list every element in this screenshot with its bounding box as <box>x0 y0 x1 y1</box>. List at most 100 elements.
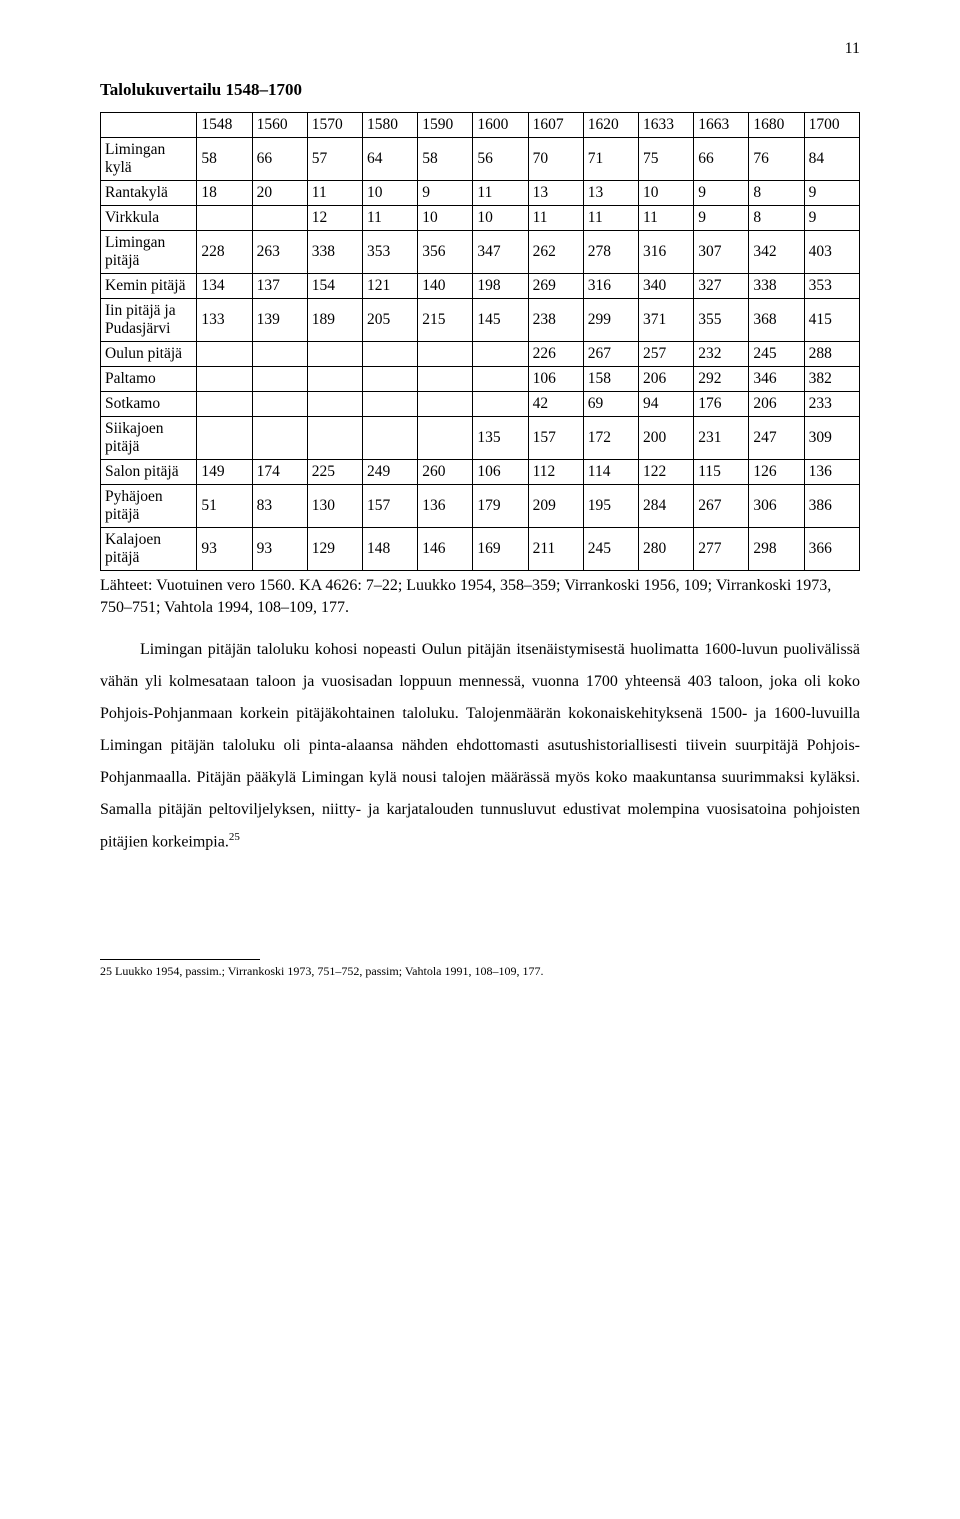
cell: 13 <box>528 181 583 206</box>
table-row: Siikajoen pitäjä135157172200231247309 <box>101 417 860 460</box>
cell: 200 <box>639 417 694 460</box>
cell: 93 <box>252 528 307 571</box>
cell: 56 <box>473 138 528 181</box>
cell: 198 <box>473 274 528 299</box>
cell: 353 <box>362 231 417 274</box>
cell <box>473 367 528 392</box>
cell: 262 <box>528 231 583 274</box>
cell: 157 <box>528 417 583 460</box>
cell: 10 <box>639 181 694 206</box>
cell: 8 <box>749 181 804 206</box>
cell: 51 <box>197 485 252 528</box>
cell <box>252 392 307 417</box>
cell: 10 <box>473 206 528 231</box>
col-header: 1560 <box>252 113 307 138</box>
row-label: Limingan kylä <box>101 138 197 181</box>
cell: 58 <box>418 138 473 181</box>
paragraph-text: Limingan pitäjän taloluku kohosi nopeast… <box>100 641 860 850</box>
cell: 11 <box>362 206 417 231</box>
cell: 42 <box>528 392 583 417</box>
cell: 232 <box>694 342 749 367</box>
cell: 225 <box>307 460 362 485</box>
cell: 356 <box>418 231 473 274</box>
col-header: 1600 <box>473 113 528 138</box>
col-header: 1633 <box>639 113 694 138</box>
footnote-separator <box>100 959 260 960</box>
cell: 382 <box>804 367 859 392</box>
cell <box>362 392 417 417</box>
table-row: Limingan pitäjä2282633383533563472622783… <box>101 231 860 274</box>
cell: 136 <box>418 485 473 528</box>
cell <box>197 392 252 417</box>
cell: 267 <box>583 342 638 367</box>
cell: 93 <box>197 528 252 571</box>
cell: 206 <box>749 392 804 417</box>
cell: 157 <box>362 485 417 528</box>
cell: 306 <box>749 485 804 528</box>
cell: 9 <box>694 206 749 231</box>
cell: 9 <box>804 181 859 206</box>
cell: 154 <box>307 274 362 299</box>
cell: 228 <box>197 231 252 274</box>
cell: 247 <box>749 417 804 460</box>
cell <box>473 342 528 367</box>
row-label: Kalajoen pitäjä <box>101 528 197 571</box>
cell: 346 <box>749 367 804 392</box>
cell <box>252 342 307 367</box>
cell: 215 <box>418 299 473 342</box>
cell: 11 <box>528 206 583 231</box>
cell: 112 <box>528 460 583 485</box>
cell: 307 <box>694 231 749 274</box>
cell: 338 <box>307 231 362 274</box>
cell: 299 <box>583 299 638 342</box>
row-label: Paltamo <box>101 367 197 392</box>
cell: 66 <box>694 138 749 181</box>
row-label: Kemin pitäjä <box>101 274 197 299</box>
row-label: Virkkula <box>101 206 197 231</box>
cell: 174 <box>252 460 307 485</box>
cell <box>252 206 307 231</box>
cell: 277 <box>694 528 749 571</box>
cell: 205 <box>362 299 417 342</box>
col-header: 1570 <box>307 113 362 138</box>
cell: 126 <box>749 460 804 485</box>
cell: 10 <box>362 181 417 206</box>
cell: 338 <box>749 274 804 299</box>
cell: 137 <box>252 274 307 299</box>
cell <box>418 367 473 392</box>
cell: 284 <box>639 485 694 528</box>
table-body: Limingan kylä586657645856707175667684Ran… <box>101 138 860 571</box>
cell: 69 <box>583 392 638 417</box>
cell: 75 <box>639 138 694 181</box>
cell: 12 <box>307 206 362 231</box>
row-label: Siikajoen pitäjä <box>101 417 197 460</box>
cell: 84 <box>804 138 859 181</box>
cell: 415 <box>804 299 859 342</box>
cell: 368 <box>749 299 804 342</box>
cell: 366 <box>804 528 859 571</box>
body-text: Limingan pitäjän taloluku kohosi nopeast… <box>100 634 860 858</box>
cell: 278 <box>583 231 638 274</box>
cell: 260 <box>418 460 473 485</box>
footnote: 25 Luukko 1954, passim.; Virrankoski 197… <box>100 964 860 980</box>
cell: 70 <box>528 138 583 181</box>
cell <box>252 367 307 392</box>
cell: 11 <box>583 206 638 231</box>
cell: 11 <box>473 181 528 206</box>
cell: 231 <box>694 417 749 460</box>
cell <box>197 206 252 231</box>
cell: 176 <box>694 392 749 417</box>
cell: 353 <box>804 274 859 299</box>
col-header: 1590 <box>418 113 473 138</box>
cell: 148 <box>362 528 417 571</box>
table-row: Iin pitäjä ja Pudasjärvi1331391892052151… <box>101 299 860 342</box>
cell: 146 <box>418 528 473 571</box>
cell: 94 <box>639 392 694 417</box>
table-row: Rantakylä18201110911131310989 <box>101 181 860 206</box>
cell <box>362 342 417 367</box>
cell: 245 <box>749 342 804 367</box>
table-row: Kalajoen pitäjä9393129148146169211245280… <box>101 528 860 571</box>
cell: 355 <box>694 299 749 342</box>
col-header: 1620 <box>583 113 638 138</box>
row-label: Sotkamo <box>101 392 197 417</box>
